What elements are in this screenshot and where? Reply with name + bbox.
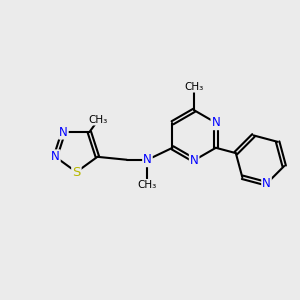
Text: N: N: [212, 116, 220, 129]
Text: N: N: [59, 126, 68, 139]
Text: CH₃: CH₃: [138, 180, 157, 190]
Text: N: N: [190, 154, 199, 167]
Text: N: N: [262, 177, 271, 190]
Text: CH₃: CH₃: [89, 115, 108, 124]
Text: N: N: [51, 150, 60, 163]
Text: S: S: [72, 166, 81, 178]
Text: CH₃: CH₃: [184, 82, 204, 92]
Text: N: N: [143, 153, 152, 166]
